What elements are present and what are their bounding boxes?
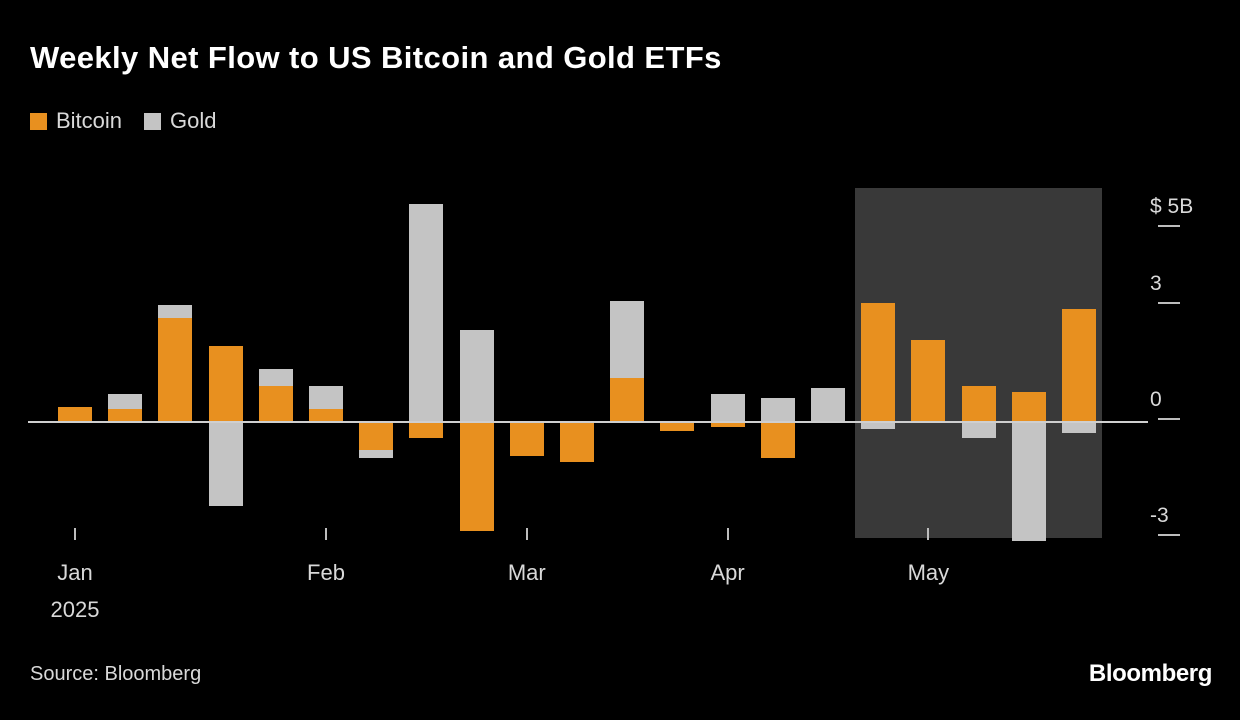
legend-swatch-bitcoin [30,112,47,130]
y-axis-tick-label: $ 5B [1150,194,1194,218]
bar-group[interactable] [509,150,544,550]
bar-group[interactable] [560,150,594,550]
y-axis-tick-label: 3 [1150,271,1162,295]
bar-segment-bitcoin [961,386,996,421]
page-title: Weekly Net Flow to US Bitcoin and Gold E… [30,40,722,75]
bar-segment-bitcoin [359,421,394,451]
bar-segment-bitcoin [459,421,494,532]
bar-segment-bitcoin [509,421,544,456]
x-axis-tick-label: Mar [507,560,546,585]
bar-group[interactable] [359,150,394,550]
bar-segment-bitcoin [760,421,795,458]
bar-segment-gold [208,421,243,507]
legend-item-gold[interactable]: Gold [144,108,217,134]
legend-label-gold: Gold [170,108,217,133]
x-axis-tick-mark [325,528,327,540]
bar-segment-bitcoin [911,339,946,421]
legend: Bitcoin Gold [30,108,217,134]
bar-segment-bitcoin [208,345,243,421]
bar-group[interactable] [208,150,243,550]
bar-segment-bitcoin [108,409,143,421]
bar-group[interactable] [710,150,745,550]
x-axis-tick-label: Feb [307,560,345,585]
bar-group[interactable] [58,150,92,550]
bar-group[interactable] [1062,150,1096,550]
bar-segment-gold [359,450,394,458]
bar-segment-bitcoin [610,378,645,421]
bar-segment-bitcoin [258,386,293,421]
bar-group[interactable] [258,150,293,550]
zero-line [28,421,1148,423]
bar-segment-gold [811,388,845,421]
bar-segment-gold [760,397,795,421]
bar-segment-bitcoin [1011,391,1046,421]
bar-group[interactable] [760,150,795,550]
bar-segment-bitcoin [309,409,343,421]
bar-segment-bitcoin [861,302,896,421]
y-axis-tick-label: 0 [1150,388,1162,411]
bar-group[interactable] [811,150,845,550]
bar-group[interactable] [911,150,946,550]
y-axis-tick-mark [1158,418,1180,420]
x-axis-tick-label: May [907,560,950,585]
bar-segment-gold [610,301,645,379]
bar-segment-gold [258,368,293,387]
bar-segment-gold [710,393,745,421]
x-axis-tick-mark [74,528,76,540]
x-axis-tick-label: Jan [57,560,93,585]
y-axis-tick-mark [1158,534,1180,537]
y-axis-tick-mark [1158,301,1180,304]
bar-segment-gold [158,304,193,319]
x-axis-tick-mark [525,528,528,540]
bar-segment-bitcoin [409,421,444,439]
highlight-region-may [855,188,1102,538]
bar-segment-gold [1011,421,1046,541]
bar-segment-gold [409,204,444,421]
legend-item-bitcoin[interactable]: Bitcoin [30,108,122,134]
bar-group[interactable] [610,150,645,550]
bar-group[interactable] [961,150,996,550]
x-axis-tick-mark [927,528,930,540]
x-axis-tick-mark [726,528,729,540]
bar-group[interactable] [409,150,444,550]
bar-group[interactable] [660,150,695,550]
bar-group[interactable] [108,150,143,550]
y-axis: $ 5B 3 0 -3 [1150,0,1240,720]
bar-group[interactable] [459,150,494,550]
bar-segment-bitcoin [710,421,745,427]
bar-segment-bitcoin [1062,308,1096,421]
bar-group[interactable] [309,150,343,550]
bar-segment-gold [861,421,896,429]
source-note: Source: Bloomberg [30,663,202,685]
bar-segment-bitcoin [58,407,92,421]
legend-label-bitcoin: Bitcoin [56,108,123,133]
bar-group[interactable] [1011,150,1046,550]
bar-group[interactable] [158,150,193,550]
bloomberg-logo: Bloomberg [1088,660,1212,687]
bar-segment-gold [1062,421,1096,433]
bar-segment-gold [309,386,343,410]
legend-swatch-gold [144,112,162,130]
bar-segment-bitcoin [158,318,193,421]
bar-group[interactable] [861,150,896,550]
x-axis-tick-label: Apr [710,560,745,585]
y-axis-tick-label: -3 [1150,504,1169,528]
y-axis-tick-mark [1158,224,1180,227]
bar-segment-gold [459,330,494,421]
plot-area [0,150,1240,550]
bar-segment-gold [961,421,996,439]
bar-segment-bitcoin [660,421,695,431]
bar-segment-bitcoin [560,421,594,462]
bar-segment-gold [108,393,143,410]
x-axis-tick-sublabel: 2025 [50,597,100,622]
